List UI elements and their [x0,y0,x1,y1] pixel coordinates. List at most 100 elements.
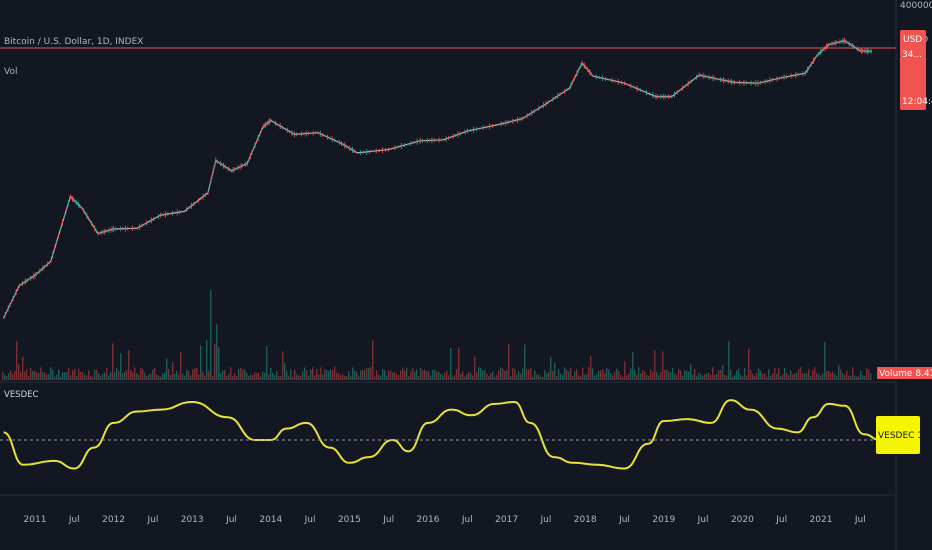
volume-bar [202,371,204,380]
volume-bar [728,341,730,380]
volume-bar [112,343,114,380]
volume-legend-label[interactable]: Vol [4,67,17,77]
volume-bar [448,375,450,380]
volume-bar [76,376,78,380]
volume-bar [164,372,166,380]
volume-bar [732,376,734,380]
volume-bar [108,375,110,380]
currency-in-badge: USD [903,35,922,45]
volume-bar [338,373,340,380]
volume-bar [832,371,834,380]
volume-bar [92,376,94,380]
volume-bar [126,369,128,380]
volume-bar [446,370,448,380]
volume-bar [20,371,22,380]
volume-bar [304,367,306,380]
volume-bar [694,368,696,380]
volume-bar [770,376,772,380]
volume-bar [462,371,464,380]
volume-bar [784,367,786,380]
volume-bar [46,374,48,380]
indicator-legend-name[interactable]: VESDEC [4,390,38,400]
volume-bar [8,372,10,380]
volume-bar [398,375,400,380]
volume-bar [150,373,152,380]
time-axis-label: Jul [461,515,473,525]
volume-bar [276,371,278,380]
volume-bar [228,374,230,380]
volume-bar [116,367,118,380]
volume-bar [380,375,382,380]
volume-bar [666,369,668,380]
volume-bar [796,373,798,380]
volume-bar [352,367,354,380]
volume-bar [90,375,92,380]
volume-bar [236,375,238,380]
volume-bar [72,370,74,380]
volume-bar [258,372,260,380]
volume-bar [160,376,162,380]
volume-bar [282,351,284,380]
volume-bar [34,370,36,380]
symbol-title[interactable]: Bitcoin / U.S. Dollar, 1D, INDEX [4,37,143,47]
volume-bar [442,376,444,380]
volume-bar [84,374,86,380]
volume-bar [290,369,292,380]
volume-bar [726,375,728,380]
volume-bar [716,374,718,380]
volume-bar [50,367,52,380]
volume-bar [206,340,208,380]
vesdec-series [3,399,880,470]
volume-bar [568,371,570,380]
volume-bar [598,370,600,380]
time-axis-label: 2019 [652,515,675,525]
volume-bar [350,376,352,380]
volume-bar [128,350,130,380]
volume-bar [362,369,364,380]
volume-bar [504,370,506,380]
volume-bar [210,290,212,380]
time-axis-label: 2020 [731,515,754,525]
volume-bar [146,376,148,380]
volume-bar [254,372,256,380]
volume-bar [822,373,824,380]
volume-bar [82,372,84,380]
volume-bar [604,373,606,380]
time-axis[interactable]: 2011 Jul 2012 Jul 2013 Jul 2014 Jul 2015 Jul 2016 J… [24,515,866,525]
volume-bar [648,375,650,380]
volume-bar [300,376,302,380]
volume-bar [288,376,290,380]
volume-bar [826,371,828,380]
volume-bar [688,371,690,380]
volume-bar [2,372,4,380]
time-axis-label: 2021 [810,515,833,525]
volume-bar [544,370,546,380]
volume-bar [470,373,472,380]
volume-bar [204,375,206,380]
indicator-value-label: VESDEC 1.000 [878,431,932,441]
volume-bar [434,370,436,380]
volume-bar [860,370,862,380]
volume-bar [394,371,396,380]
time-axis-label: Jul [854,515,866,525]
volume-bar [752,373,754,380]
volume-bar [678,369,680,380]
volume-bar [760,370,762,380]
volume-bar [814,367,816,380]
volume-bar [862,375,864,380]
volume-bar [674,373,676,380]
volume-bar [560,373,562,380]
volume-bar [244,369,246,380]
volume-bar [654,350,656,380]
volume-bar [30,368,32,380]
volume-bar [564,367,566,380]
volume-bar [232,376,234,380]
volume-bar [700,373,702,380]
volume-bar [44,372,46,380]
last-price-label: 34... [902,50,922,60]
volume-bar [184,375,186,380]
volume-bar [638,367,640,380]
volume-bar [836,375,838,380]
